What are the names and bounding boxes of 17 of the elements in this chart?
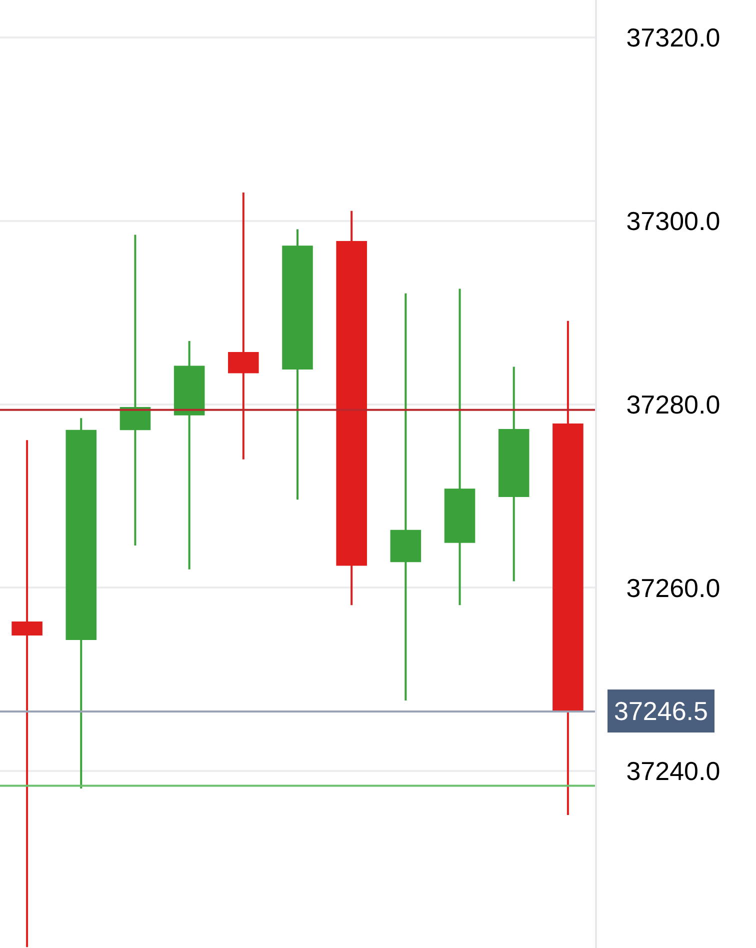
candlestick bbox=[12, 439, 42, 948]
candlestick bbox=[120, 234, 151, 547]
candlestick bbox=[228, 192, 259, 460]
y-tick-label: 37240.0 bbox=[626, 756, 720, 786]
candlestick bbox=[336, 210, 367, 606]
candlestick bbox=[66, 417, 97, 790]
candlestick bbox=[498, 366, 530, 582]
y-tick-label: 37320.0 bbox=[626, 22, 720, 53]
candlestick bbox=[390, 292, 422, 702]
candlestick bbox=[444, 288, 476, 606]
candlestick bbox=[552, 320, 584, 816]
y-tick-label: 37300.0 bbox=[626, 206, 720, 236]
y-tick-label: 37280.0 bbox=[626, 389, 720, 420]
y-tick-label: 37260.0 bbox=[626, 572, 720, 603]
candlestick bbox=[174, 340, 205, 570]
candlestick bbox=[282, 228, 313, 501]
ref-line-label: 37246.5 bbox=[614, 696, 708, 726]
